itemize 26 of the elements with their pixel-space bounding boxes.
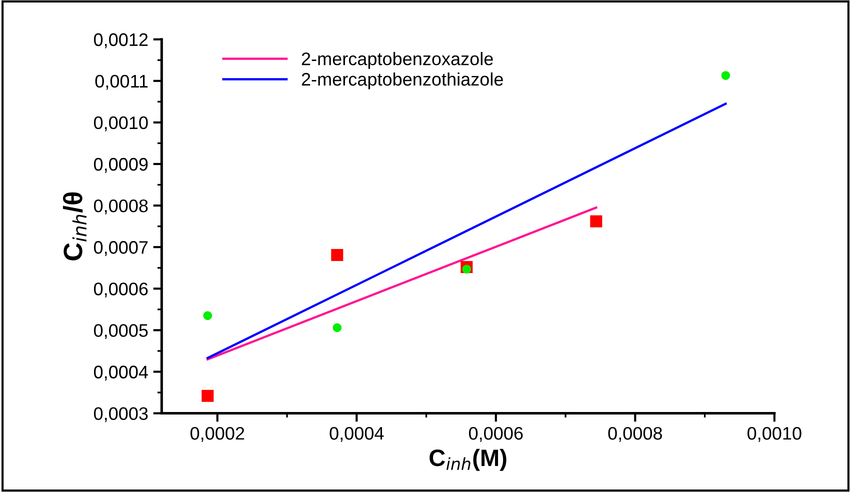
point: [590, 215, 602, 228]
x-tick-label: 0,0008: [608, 426, 662, 442]
y-tick-label: 0,0004: [94, 366, 148, 381]
x-axis-title: C$_{inh}$(M): [430, 448, 506, 471]
point: [202, 390, 214, 402]
point: [331, 248, 344, 261]
point: [203, 311, 212, 320]
y-tick-label: 0,0003: [94, 407, 148, 422]
y-tick-label: 0,0007: [94, 241, 148, 256]
y-tick-label: 0,0009: [94, 158, 148, 173]
x-tick-label: 0,0006: [468, 426, 523, 442]
y-tick-label: 0,0010: [94, 116, 148, 132]
y-axis-title: C$_{inh}$/θ: [62, 192, 86, 260]
x-tick-label: 0,0010: [748, 426, 802, 442]
y-tick-label: 0,0008: [94, 199, 148, 214]
y-tick-label: 0,0011: [95, 74, 148, 90]
y-tick-label: 0,0012: [94, 33, 148, 48]
point: [721, 71, 730, 80]
y-tick-label: 0,0006: [94, 282, 148, 298]
point: [462, 264, 472, 274]
x-tick-label: 0,0002: [190, 426, 244, 442]
legend-label: 2-mercaptobenzothiazole: [302, 72, 503, 90]
y-tick-label: 0,0005: [94, 324, 148, 340]
x-tick-label: 0,0004: [330, 426, 384, 442]
point: [332, 323, 342, 332]
legend-label: 2-mercaptobenzoxazole: [302, 52, 493, 69]
